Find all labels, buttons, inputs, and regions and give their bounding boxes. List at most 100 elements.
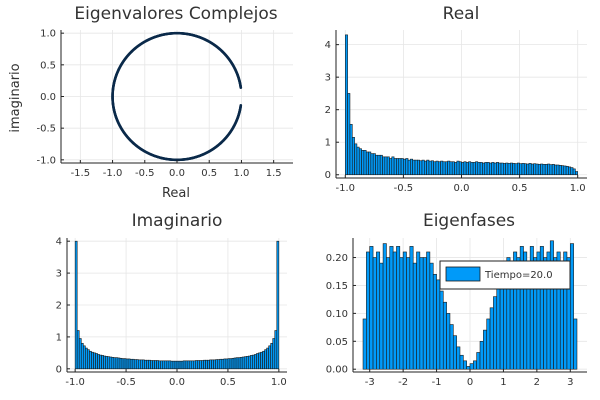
histogram-bar (386, 156, 390, 176)
histogram-bar (227, 358, 231, 370)
histogram-bar (510, 162, 513, 176)
histogram-bar (528, 163, 532, 176)
histogram-bar (429, 262, 434, 370)
histogram-bar (160, 360, 164, 370)
histogram-bar (164, 360, 168, 370)
histogram-bar (486, 318, 491, 370)
histogram-bar (215, 359, 219, 370)
panel-eigenvalores-complejos: Eigenvalores Complejos Real imaginario -… (8, 4, 293, 201)
histogram-bar (396, 246, 401, 370)
legend-swatch (445, 266, 481, 282)
histogram-bar (530, 163, 534, 176)
histogram-bar (442, 301, 447, 370)
y-axis-label: imaginario (8, 63, 23, 132)
legend-label: Tiempo=20.0 (484, 270, 553, 281)
histogram-bar (456, 346, 461, 370)
histogram-bar (133, 359, 137, 370)
histogram-bar (416, 251, 421, 370)
histogram-bar (237, 357, 241, 370)
plot-area: -3 -2 -1 0 1 2 3 0.00 0.05 0.10 0.15 0.20 (326, 238, 587, 388)
histogram-bar (180, 360, 184, 370)
histogram-bar (496, 285, 501, 370)
histogram-bar (135, 359, 139, 370)
histogram-bar (266, 347, 269, 370)
histogram-bar (78, 338, 82, 370)
histogram-bar (505, 162, 509, 176)
histogram-bar (516, 162, 520, 176)
histogram-bar (493, 296, 498, 370)
histogram-bar (475, 161, 479, 176)
x-tick-label: 1.5 (266, 168, 282, 179)
histogram-bar (476, 352, 481, 370)
histogram-bar (233, 357, 237, 370)
histogram-bar (372, 257, 377, 370)
histogram-bar (209, 359, 212, 370)
histogram-bar (479, 340, 484, 370)
histogram-bar (463, 161, 467, 176)
histogram-bar (168, 360, 172, 370)
histogram-bar (410, 158, 413, 176)
histogram-bar (80, 342, 84, 370)
histogram-bar (419, 257, 424, 370)
histogram-bar (446, 313, 451, 370)
histogram-bar (158, 360, 162, 370)
histogram-bar (250, 355, 253, 370)
histogram-bar (496, 162, 499, 176)
histogram-bar (561, 165, 565, 176)
x-tick-label: 0.5 (220, 377, 236, 388)
histogram-bar (91, 351, 94, 370)
x-tick-label: -1.0 (65, 377, 85, 388)
panel-eigenfases: Eigenfases -3 -2 -1 0 1 2 3 0.00 0.05 0.10 0.15 0.2… (326, 211, 587, 388)
histogram-bar (389, 158, 393, 176)
histogram-bar (473, 360, 477, 370)
histogram-bar (245, 356, 249, 370)
histogram-bar (398, 158, 402, 176)
histogram-bar (421, 159, 425, 176)
histogram-bar (489, 162, 493, 176)
y-tick-label: 0 (56, 364, 62, 375)
y-tick-label: -0.5 (36, 124, 56, 135)
plot-area: -1.5 -1.0 -0.5 0.0 0.5 1.0 1.5 -1.0 -0.5 0.0 0.5 1.… (36, 29, 293, 179)
panel-title: Real (443, 4, 480, 24)
histogram-bar (351, 137, 355, 176)
histogram-bar (551, 164, 555, 176)
histogram-bar (129, 358, 133, 370)
histogram-bar (370, 153, 374, 176)
histogram-bar (402, 251, 407, 370)
histogram-bar (570, 167, 574, 176)
histogram-bar (137, 359, 141, 370)
histogram-bar (95, 353, 98, 370)
histogram-bar (146, 359, 149, 370)
histogram-bar (176, 360, 180, 370)
histogram-bar (107, 356, 111, 370)
histogram-bar (426, 159, 430, 176)
histogram-bar (470, 162, 474, 176)
histogram-bar (426, 251, 431, 370)
histogram-bar (229, 358, 233, 370)
histogram-bar (461, 162, 465, 176)
histogram-bar (264, 349, 267, 370)
histogram-bar (477, 162, 481, 176)
panel-imaginario: Imaginario -1.0 -0.5 0.0 0.5 1.0 0 1 2 3 4 (56, 211, 287, 388)
histogram-bar (223, 358, 227, 370)
histogram-bar (152, 360, 155, 370)
x-tick-label: 1.0 (233, 168, 249, 179)
histogram-bar (115, 357, 119, 370)
histogram-bar (372, 153, 376, 176)
histogram-bar (123, 358, 127, 370)
histogram-bar (391, 156, 395, 176)
histogram-bar (493, 162, 497, 176)
y-tick-label: 4 (325, 40, 331, 51)
histogram-bar (399, 257, 404, 370)
histogram-bar (409, 246, 414, 370)
histogram-bar (211, 359, 214, 370)
y-tick-label: -1.0 (36, 155, 56, 166)
histogram-bar (424, 160, 427, 176)
x-tick-label: 3 (567, 377, 573, 388)
histogram-bar (432, 273, 437, 370)
histogram-bar (514, 163, 518, 176)
histogram-bar (201, 360, 204, 370)
histogram-bar (221, 358, 225, 370)
eigenvalue-point (239, 104, 243, 107)
histogram-bar (365, 151, 369, 176)
